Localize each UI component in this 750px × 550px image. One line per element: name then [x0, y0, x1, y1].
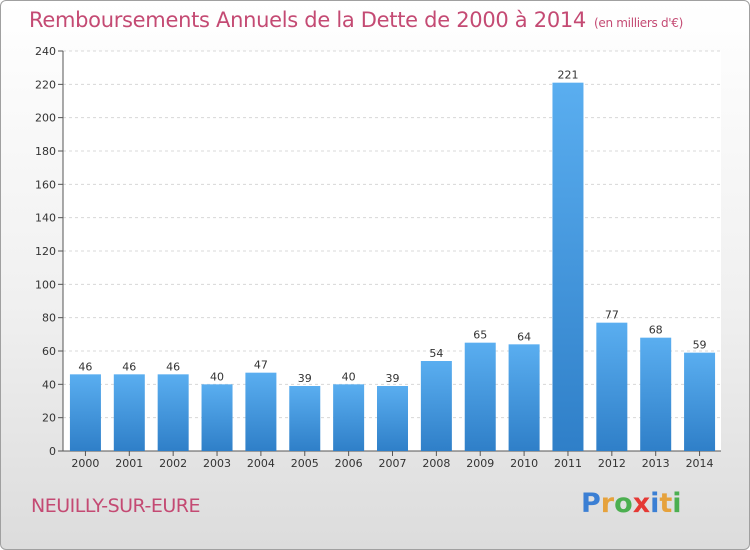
logo-letter: i: [650, 488, 660, 519]
x-tick-label-2007: 2007: [379, 457, 407, 470]
bar-2014: [684, 352, 716, 451]
y-tick-label: 160: [35, 178, 56, 191]
x-tick-label-2005: 2005: [291, 457, 319, 470]
y-tick-label: 220: [35, 78, 56, 91]
y-tick-label: 120: [35, 245, 56, 258]
value-label-2005: 39: [298, 372, 312, 385]
value-label-2011: 221: [557, 69, 578, 82]
y-tick-label: 200: [35, 112, 56, 125]
value-label-2013: 68: [649, 324, 663, 337]
x-tick-label-2003: 2003: [203, 457, 231, 470]
logo-letter: o: [614, 488, 633, 519]
y-tick-label: 240: [35, 45, 56, 58]
x-tick-label-2011: 2011: [554, 457, 582, 470]
value-label-2002: 46: [166, 360, 180, 373]
bar-2012: [596, 322, 628, 451]
bars: [69, 82, 716, 452]
logo-letter: r: [600, 488, 615, 519]
value-label-2001: 46: [122, 360, 136, 373]
bar-2002: [157, 374, 189, 451]
x-tick-label-2002: 2002: [159, 457, 187, 470]
labels: 46 2000 46 2001 46 2002 40 2003 47 2004 39 2005 40 20…: [71, 69, 713, 470]
value-label-2009: 65: [473, 329, 487, 342]
y-tick-label: 100: [35, 278, 56, 291]
logo-letter: t: [659, 488, 673, 519]
y-tick-label: 0: [49, 445, 56, 458]
x-tick-label-2009: 2009: [466, 457, 494, 470]
bar-2000: [69, 374, 101, 451]
y-tick-label: 140: [35, 212, 56, 225]
value-label-2014: 59: [693, 339, 707, 352]
bar-2013: [640, 337, 672, 451]
y-tick-label: 80: [42, 312, 56, 325]
value-label-2006: 40: [342, 370, 356, 383]
value-label-2004: 47: [254, 359, 268, 372]
value-label-2012: 77: [605, 309, 619, 322]
logo-letter: i: [672, 488, 682, 519]
bar-2008: [420, 361, 452, 451]
axes: 0 20 40 60 80 100 120 140 160 180 200 220 240: [35, 45, 721, 458]
value-label-2010: 64: [517, 330, 531, 343]
value-label-2003: 40: [210, 370, 224, 383]
chart-subtitle: (en milliers d'€): [594, 16, 684, 30]
logo-letter: x: [632, 488, 651, 519]
x-tick-label-2001: 2001: [115, 457, 143, 470]
value-label-2007: 39: [386, 372, 400, 385]
y-tick-label: 180: [35, 145, 56, 158]
chart-title: Remboursements Annuels de la Dette de 20…: [29, 8, 683, 32]
proxiti-logo: Proxiti: [581, 488, 682, 519]
chart-title-text: Remboursements Annuels de la Dette de 20…: [29, 8, 586, 32]
bar-2001: [113, 374, 145, 451]
bar-2007: [377, 386, 408, 451]
bar-2010: [508, 344, 540, 451]
bar-2003: [201, 384, 233, 451]
x-tick-label-2008: 2008: [422, 457, 450, 470]
bar-2004: [245, 372, 277, 451]
bar-2011: [552, 82, 584, 452]
bar-2006: [333, 384, 365, 451]
x-tick-label-2000: 2000: [71, 457, 99, 470]
x-tick-label-2006: 2006: [335, 457, 363, 470]
place-name: NEUILLY-SUR-EURE: [31, 495, 200, 517]
logo-letter: P: [581, 488, 601, 519]
y-tick-label: 60: [42, 345, 56, 358]
y-tick-label: 20: [42, 412, 56, 425]
bar-2005: [289, 386, 321, 451]
x-tick-label-2010: 2010: [510, 457, 538, 470]
x-tick-label-2014: 2014: [686, 457, 714, 470]
x-tick-label-2004: 2004: [247, 457, 275, 470]
bar-2009: [464, 342, 496, 451]
value-label-2000: 46: [78, 360, 92, 373]
value-label-2008: 54: [429, 347, 443, 360]
x-tick-label-2013: 2013: [642, 457, 670, 470]
y-tick-label: 40: [42, 378, 56, 391]
x-tick-label-2012: 2012: [598, 457, 626, 470]
